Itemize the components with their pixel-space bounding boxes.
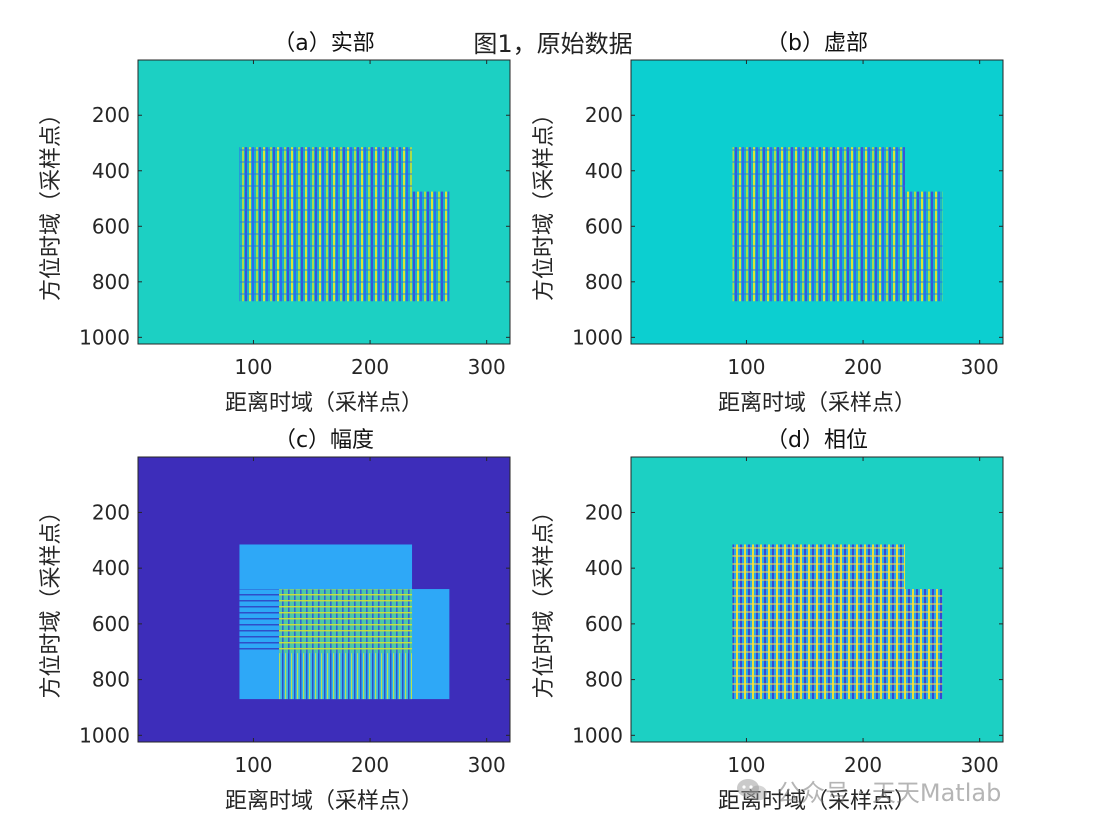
x-axis-label: 距离时域（采样点）: [225, 391, 423, 416]
y-tick-label: 600: [92, 214, 130, 238]
axes-box: [630, 456, 1004, 743]
x-tick-label: 200: [351, 355, 389, 379]
x-axis-label: 距离时域（采样点）: [225, 789, 423, 814]
signal-region-2: [732, 589, 943, 700]
chart-title: （b）虚部: [766, 31, 868, 56]
chat-bubble-icon: [737, 779, 767, 801]
signal-region-2: [732, 191, 943, 302]
watermark: 公众号 · 天天Matlab: [735, 770, 1095, 810]
y-tick-label: 800: [585, 668, 623, 692]
y-tick-label: 400: [585, 159, 623, 183]
y-tick-label: 600: [585, 612, 623, 636]
x-tick-label: 100: [234, 355, 272, 379]
signal-region-3: [239, 589, 280, 654]
axes-box: [137, 59, 511, 345]
y-tick-label: 600: [585, 214, 623, 238]
x-tick-label: 300: [468, 355, 506, 379]
signal-region-1: [239, 147, 413, 192]
y-tick-label: 800: [92, 270, 130, 294]
y-tick-label: 200: [92, 103, 130, 127]
y-tick-label: 200: [585, 103, 623, 127]
x-tick-label: 300: [961, 355, 999, 379]
y-axis-label: 方位时域（采样点）: [532, 103, 557, 301]
x-tick-label: 200: [844, 355, 882, 379]
y-tick-label: 400: [92, 159, 130, 183]
y-tick-label: 600: [92, 612, 130, 636]
x-tick-label: 100: [727, 355, 765, 379]
signal-region-4: [279, 589, 413, 654]
y-tick-label: 800: [92, 668, 130, 692]
y-axis-label: 方位时域（采样点）: [39, 500, 64, 698]
y-tick-label: 800: [585, 270, 623, 294]
x-tick-label: 200: [351, 753, 389, 777]
y-tick-label: 400: [92, 556, 130, 580]
y-axis-label: 方位时域（采样点）: [532, 500, 557, 698]
y-tick-label: 200: [585, 500, 623, 524]
signal-region-1: [732, 147, 906, 192]
signal-region-2: [239, 191, 450, 302]
x-tick-label: 100: [234, 753, 272, 777]
watermark-text: 公众号 · 天天Matlab: [777, 778, 1002, 807]
chart-title: （c）幅度: [274, 428, 374, 453]
signal-region-5: [279, 653, 413, 700]
axes-box: [137, 456, 511, 743]
figure-title: 图1，原始数据: [473, 30, 633, 58]
axes-box: [630, 59, 1004, 345]
signal-region-1: [732, 544, 906, 590]
y-tick-label: 1000: [572, 325, 623, 349]
y-tick-label: 400: [585, 556, 623, 580]
chart-panel-4: 100 200 3002004006008001000（d）相位距离时域（采样点）方…: [532, 428, 1004, 814]
y-tick-label: 1000: [79, 325, 130, 349]
chart-title: （d）相位: [766, 428, 868, 453]
signal-region-1: [239, 544, 413, 590]
y-axis-label: 方位时域（采样点）: [39, 103, 64, 301]
x-axis-label: 距离时域（采样点）: [718, 391, 916, 416]
x-tick-label: 200: [844, 753, 882, 777]
x-tick-label: 300: [468, 753, 506, 777]
y-tick-label: 1000: [572, 723, 623, 747]
y-tick-label: 200: [92, 500, 130, 524]
x-tick-label: 300: [961, 753, 999, 777]
y-tick-label: 1000: [79, 723, 130, 747]
chart-title: （a）实部: [273, 31, 374, 56]
x-tick-label: 100: [727, 753, 765, 777]
